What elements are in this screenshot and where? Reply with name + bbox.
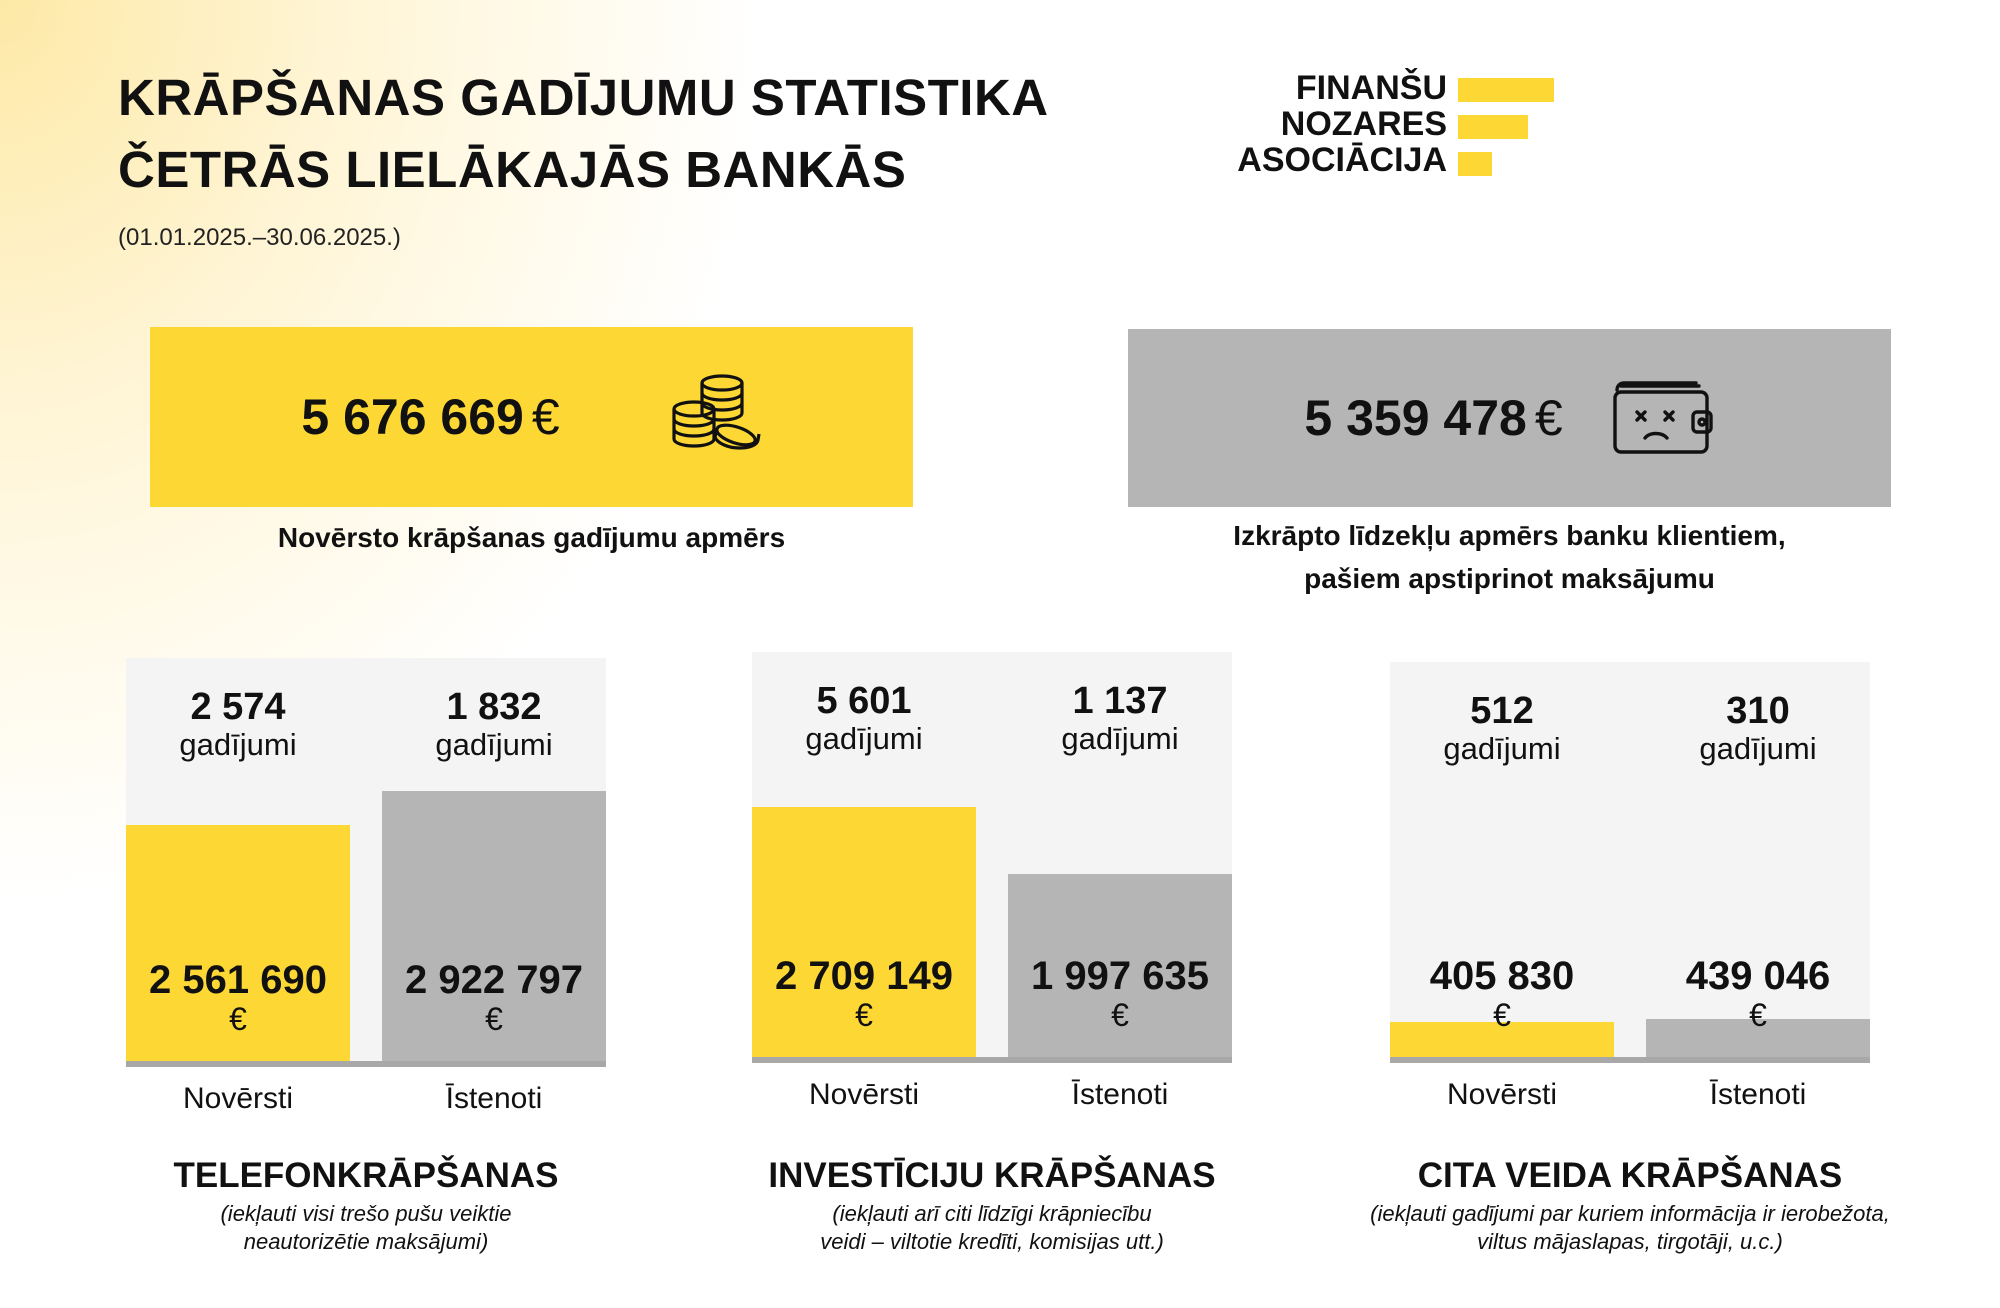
defrauded-total-panel: 5 359 478 € (1128, 329, 1891, 507)
chart-panel (1390, 662, 1870, 1060)
case-count: 1 832 (446, 686, 542, 728)
defrauded-total-value: 5 359 478 € (1304, 390, 1563, 446)
x-tick-label: Novērsti (1446, 1078, 1558, 1111)
chart-1: 2 574 gadījumi 2 561 690 € Novērsti 1 832 gadī… (126, 658, 606, 1124)
bar-realized (382, 791, 606, 1064)
bar-prevented (126, 825, 350, 1064)
chart-2: 5 601 gadījumi 2 709 149 € Novērsti 1 137 gadī… (752, 652, 1232, 1120)
reporting-period: (01.01.2025.–30.06.2025.) (118, 224, 401, 251)
amount-currency: € (1493, 997, 1511, 1033)
chart-3: 512 gadījumi 405 830 € Novērsti 310 gadījumi 43… (1390, 662, 1870, 1120)
amount-label: 2 922 797 (405, 958, 583, 1002)
x-tick-label: Īstenoti (1071, 1078, 1169, 1111)
coins-stack-icon (670, 369, 762, 466)
category-note: (iekļauti gadījumi par kuriem informācij… (1370, 1201, 1890, 1254)
amount-currency: € (1111, 997, 1129, 1033)
amount-currency: € (229, 1001, 247, 1037)
logo-line2: NOZARES (1280, 105, 1447, 143)
category-note: (iekļauti visi trešo pušu veiktie neautor… (220, 1201, 512, 1254)
amount-label: 2 709 149 (775, 954, 953, 998)
case-count-unit: gadījumi (435, 727, 553, 762)
case-count-unit: gadījumi (805, 721, 923, 756)
amount-currency: € (855, 997, 873, 1033)
logo-wordmark: FINANŠU NOZARES ASOCIĀCIJA (1237, 70, 1447, 178)
case-count-unit: gadījumi (179, 727, 297, 762)
category-title: INVESTĪCIJU KRĀPŠANAS (768, 1156, 1216, 1195)
x-tick-label: Īstenoti (445, 1082, 543, 1115)
amount-currency: € (1749, 997, 1767, 1033)
page-title-line2: ČETRĀS LIELĀKAJĀS BANKĀS (118, 141, 907, 198)
category-title: CITA VEIDA KRĀPŠANAS (1417, 1156, 1843, 1195)
bar-realized (1646, 1019, 1870, 1060)
amount-label: 405 830 (1429, 954, 1575, 998)
prevented-total-panel: 5 676 669 € (150, 327, 913, 507)
bar-prevented (752, 807, 976, 1060)
x-tick-label: Īstenoti (1709, 1078, 1807, 1111)
page-title-line1: KRĀPŠANAS GADĪJUMU STATISTIKA (118, 69, 1049, 126)
page-title: KRĀPŠANAS GADĪJUMU STATISTIKA ČETRĀS LIE… (118, 62, 1049, 206)
amount-label: 2 561 690 (149, 958, 327, 1002)
chart-baseline (1390, 1057, 1870, 1063)
bar-realized (1008, 874, 1232, 1060)
empty-wallet-icon (1611, 376, 1715, 461)
amount-currency: € (485, 1001, 503, 1037)
prevented-total-value: 5 676 669 € (301, 389, 560, 445)
category-note: (iekļauti arī citi līdzīgi krāpniecību ve… (820, 1201, 1164, 1254)
category-title: TELEFONKRĀPŠANAS (173, 1156, 559, 1195)
case-count-unit: gadījumi (1443, 731, 1561, 766)
defrauded-total-caption: Izkrāpto līdzekļu apmērs banku klientiem… (1233, 520, 1786, 594)
case-count: 512 (1470, 690, 1534, 732)
case-count-unit: gadījumi (1061, 721, 1179, 756)
logo-line3: ASOCIĀCIJA (1237, 141, 1447, 179)
chart-baseline (752, 1057, 1232, 1063)
case-count: 1 137 (1072, 680, 1168, 722)
prevented-total-caption: Novērsto krāpšanas gadījumu apmērs (277, 522, 786, 553)
x-tick-label: Novērsti (808, 1078, 920, 1111)
case-count: 5 601 (816, 680, 912, 722)
x-tick-label: Novērsti (182, 1082, 294, 1115)
logo-line1: FINANŠU (1295, 69, 1447, 107)
chart-baseline (126, 1061, 606, 1067)
bar-prevented (1390, 1022, 1614, 1060)
case-count-unit: gadījumi (1699, 731, 1817, 766)
amount-label: 439 046 (1685, 954, 1831, 998)
case-count: 2 574 (190, 686, 286, 728)
logo-mark-icon (1458, 78, 1554, 178)
case-count: 310 (1726, 690, 1790, 732)
amount-label: 1 997 635 (1031, 954, 1209, 998)
